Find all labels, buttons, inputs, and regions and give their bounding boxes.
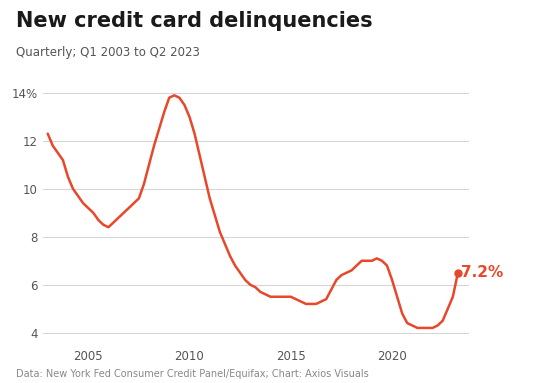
Text: 7.2%: 7.2% <box>461 265 503 280</box>
Text: Data: New York Fed Consumer Credit Panel/Equifax; Chart: Axios Visuals: Data: New York Fed Consumer Credit Panel… <box>16 369 369 379</box>
Text: Quarterly; Q1 2003 to Q2 2023: Quarterly; Q1 2003 to Q2 2023 <box>16 46 200 59</box>
Text: New credit card delinquencies: New credit card delinquencies <box>16 11 373 31</box>
